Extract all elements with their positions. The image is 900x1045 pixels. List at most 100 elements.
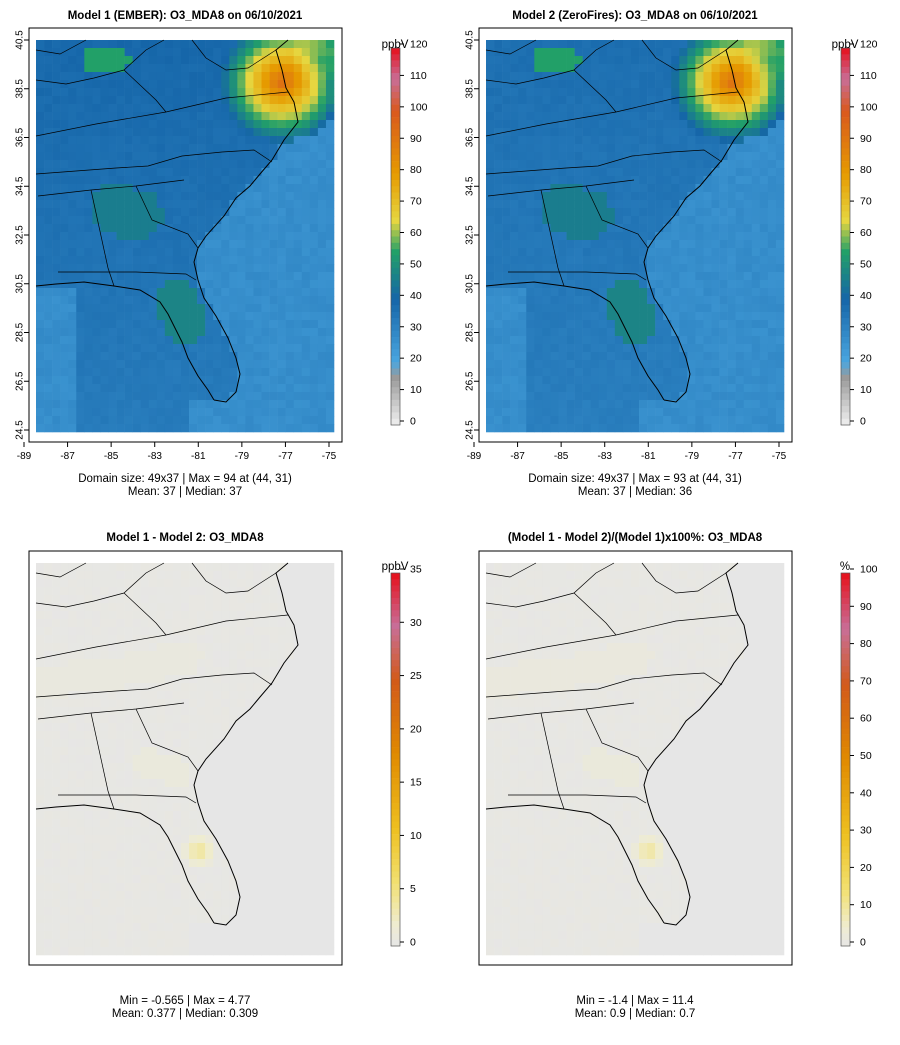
grid-cell [639,96,648,105]
heatmap-cells [36,563,335,956]
grid-cell [526,160,535,169]
grid-cell [60,88,69,97]
grid-cell [622,248,632,257]
grid-cell [116,304,125,313]
grid-cell [164,272,174,281]
grid-cell [140,683,150,692]
grid-cell [622,136,632,145]
grid-cell [735,248,745,257]
grid-cell [663,232,672,241]
grid-cell [309,779,319,788]
grid-cell [285,683,295,692]
grid-cell [703,256,712,265]
grid-cell [751,312,761,321]
grid-cell [550,328,559,337]
grid-cell [630,136,640,145]
grid-cell [285,691,295,700]
grid-cell [622,216,632,225]
grid-cell [52,739,61,748]
grid-cell [679,280,688,289]
grid-cell [68,699,77,708]
grid-cell [253,416,262,425]
grid-cell [148,328,158,337]
grid-cell [100,691,109,700]
grid-cell [52,571,61,580]
grid-cell [719,184,728,193]
grid-cell [671,96,680,105]
grid-cell [44,160,53,169]
grid-cell [108,675,117,684]
grid-cell [502,120,511,129]
grid-cell [172,344,182,353]
grid-cell [164,408,174,417]
grid-cell [606,216,616,225]
grid-cell [486,168,495,177]
grid-cell [655,240,664,249]
colorbar-segment [841,399,850,407]
grid-cell [630,144,640,153]
grid-cell [655,272,664,281]
grid-cell [301,667,311,676]
grid-cell [293,739,303,748]
colorbar-segment [391,60,400,68]
grid-cell [277,120,286,129]
grid-cell [719,200,728,209]
grid-cell [679,160,688,169]
grid-cell [767,424,777,433]
state-border [508,271,647,281]
grid-cell [325,352,335,361]
grid-cell [132,48,141,57]
grid-cell [68,579,77,588]
grid-cell [277,176,286,185]
grid-cell [542,376,551,385]
grid-cell [285,40,295,49]
grid-cell [172,400,182,409]
grid-cell [590,120,600,129]
grid-cell [293,416,303,425]
grid-cell [253,232,262,241]
colorbar-segment [391,274,400,281]
grid-cell [245,72,254,81]
grid-cell [285,104,295,113]
grid-cell [84,408,93,417]
grid-cell [325,168,335,177]
grid-cell [534,328,543,337]
grid-cell [687,80,696,89]
grid-cell [205,587,214,596]
grid-cell [100,160,109,169]
grid-cell [703,112,712,121]
grid-cell [566,312,575,321]
grid-cell [655,192,664,201]
grid-cell [84,579,93,588]
grid-cell [309,88,319,97]
grid-cell [293,160,303,169]
grid-cell [156,216,166,225]
grid-cell [36,699,45,708]
grid-cell [711,136,720,145]
grid-cell [566,168,575,177]
grid-cell [486,152,495,161]
grid-cell [550,96,559,105]
grid-cell [261,763,270,772]
grid-cell [229,595,238,604]
grid-cell [550,224,559,233]
grid-cell [639,264,648,273]
grid-cell [663,104,672,113]
grid-cell [719,160,728,169]
grid-cell [164,240,174,249]
grid-cell [84,136,93,145]
grid-cell [526,128,535,137]
grid-cell [574,168,583,177]
grid-cell [703,312,712,321]
grid-cell [622,240,632,249]
grid-cell [148,787,158,796]
grid-cell [735,120,745,129]
grid-cell [494,384,503,393]
grid-cell [68,635,77,644]
grid-cell [140,136,150,145]
colorbar-segment [841,48,850,55]
grid-cell [148,691,158,700]
grid-cell [687,96,696,105]
grid-cell [116,48,125,57]
grid-cell [189,683,198,692]
